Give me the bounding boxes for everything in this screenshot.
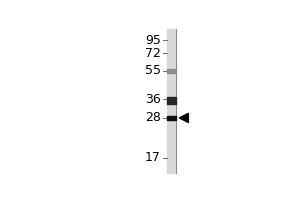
Bar	[167, 116, 176, 120]
Text: 95: 95	[145, 34, 161, 47]
Text: 28: 28	[145, 111, 161, 124]
Bar	[167, 29, 176, 173]
Text: 55: 55	[145, 64, 161, 77]
Bar	[167, 69, 176, 73]
Text: 36: 36	[145, 93, 161, 106]
Polygon shape	[179, 113, 188, 123]
Text: 72: 72	[145, 47, 161, 60]
Bar	[167, 101, 176, 104]
Bar	[167, 97, 176, 100]
Text: 17: 17	[145, 151, 161, 164]
